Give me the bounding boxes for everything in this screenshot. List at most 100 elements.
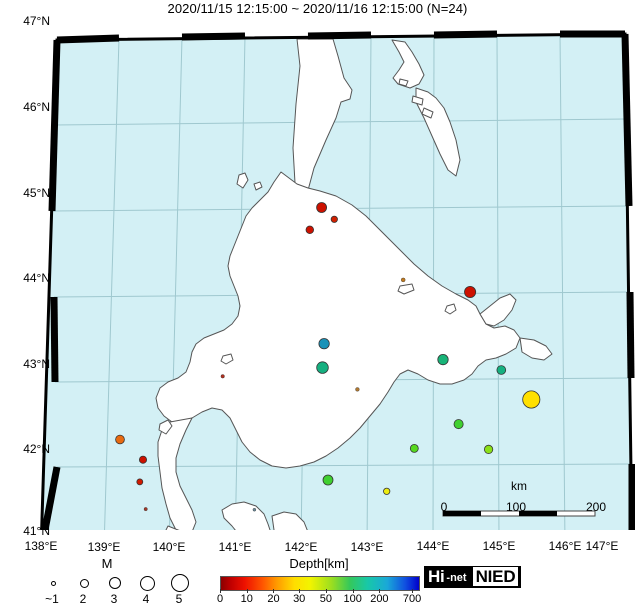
- nied-logo-text: NIED: [471, 566, 520, 587]
- depth-legend: Depth[km] 0 10 20 30 50 100 200 700: [212, 556, 426, 608]
- earthquake-marker: [316, 361, 329, 374]
- earthquake-marker: [409, 443, 419, 453]
- scalebar-tick-100: 100: [505, 500, 527, 514]
- earthquake-marker: [401, 277, 406, 283]
- magnitude-legend-symbols: [22, 572, 192, 592]
- depth-colorbar: [220, 576, 420, 591]
- magnitude-legend-label: 3: [110, 592, 118, 606]
- depth-legend-title: Depth[km]: [289, 556, 349, 571]
- lat-label-45: 45°N: [23, 186, 50, 200]
- landmasses: [155, 38, 553, 530]
- magnitude-legend-title: M: [101, 556, 113, 571]
- depth-tick-label: 50: [319, 593, 333, 605]
- depth-tick-label: 0: [216, 593, 224, 605]
- earthquake-marker: [383, 487, 391, 495]
- earthquake-marker: [115, 434, 125, 445]
- hinet-logo-net: -net: [446, 566, 470, 588]
- magnitude-symbol: [50, 580, 56, 586]
- lon-label-138: 138°E: [24, 539, 58, 553]
- lat-label-42: 42°N: [23, 442, 50, 456]
- earthquake-marker: [143, 507, 148, 511]
- lon-label-141: 141°E: [218, 540, 252, 554]
- depth-tick-mark: [246, 589, 248, 593]
- nied-logo-box: NIED: [469, 566, 522, 588]
- sakhalin-coast: [292, 38, 353, 215]
- depth-tick-label: 30: [293, 593, 306, 605]
- lat-label-43: 43°N: [23, 357, 50, 371]
- lon-label-143: 143°E: [350, 540, 384, 554]
- lon-label-140: 140°E: [152, 540, 186, 554]
- earthquake-marker: [138, 455, 147, 464]
- oshima-peninsula: [157, 417, 197, 530]
- honshu-tsugaru: [271, 511, 309, 530]
- depth-tick-label: 20: [267, 593, 280, 605]
- magnitude-legend-label: ~1: [45, 592, 59, 606]
- kuril-islet-b: [411, 95, 424, 106]
- earthquake-marker: [330, 215, 338, 223]
- depth-tick-label: 10: [240, 593, 253, 605]
- scalebar-unit-label: km: [511, 479, 527, 493]
- lat-label-47: 47°N: [23, 14, 50, 28]
- hinet-nied-logo: Hi -net NIED: [424, 566, 522, 588]
- depth-tick-mark: [273, 589, 275, 593]
- map-canvas: [40, 30, 635, 530]
- earthquake-marker: [136, 478, 144, 486]
- depth-tick-mark: [379, 589, 381, 593]
- lon-label-144: 144°E: [416, 539, 450, 553]
- magnitude-symbol: [109, 577, 121, 589]
- lat-label-44: 44°N: [23, 271, 50, 285]
- hokkaido-coast: [155, 171, 521, 469]
- kuril-north-coast: [391, 39, 425, 89]
- earthquake-marker: [496, 365, 507, 375]
- magnitude-legend: M ~1 2 3 4 5: [22, 556, 192, 608]
- lon-label-147: 147°E: [585, 539, 619, 553]
- magnitude-symbol: [79, 578, 89, 588]
- hinet-logo-hi: Hi: [424, 566, 447, 588]
- depth-tick-mark: [352, 589, 354, 593]
- earthquake-marker: [522, 390, 541, 409]
- magnitude-legend-label: 2: [79, 592, 87, 606]
- depth-tick-label: 700: [402, 593, 422, 605]
- earthquake-marker: [464, 285, 477, 298]
- earthquake-marker: [220, 374, 225, 379]
- earthquake-marker: [252, 508, 257, 512]
- kuril-islet-a: [398, 78, 409, 87]
- earthquake-marker: [318, 338, 330, 350]
- depth-tick-label: 100: [343, 593, 362, 605]
- earthquake-marker: [483, 444, 494, 454]
- earthquake-marker: [355, 387, 360, 392]
- earthquake-marker: [305, 225, 314, 234]
- lon-label-142: 142°E: [284, 540, 318, 554]
- shiretoko-peninsula: [479, 293, 517, 327]
- scale-bar: [442, 510, 596, 517]
- scalebar-tick-0: 0: [440, 500, 448, 514]
- earthquake-marker: [437, 353, 449, 366]
- nemuro-peninsula: [519, 337, 553, 361]
- honshu-shimokita: [221, 501, 273, 530]
- lat-label-46: 46°N: [23, 100, 50, 114]
- lake-toya: [220, 353, 234, 365]
- lon-label-139: 139°E: [87, 540, 121, 554]
- earthquake-marker: [316, 202, 328, 213]
- lon-label-145: 145°E: [482, 539, 516, 553]
- lake-saroma: [397, 283, 415, 295]
- okushiri-island: [158, 419, 173, 435]
- islet-okhotsk: [253, 181, 263, 191]
- island-rebun: [236, 172, 249, 189]
- depth-tick-label: 200: [370, 593, 389, 605]
- depth-tick-mark: [220, 589, 221, 593]
- depth-tick-mark: [325, 589, 327, 593]
- earthquake-epicenters: [115, 202, 541, 512]
- earthquake-marker: [322, 474, 334, 486]
- earthquake-marker: [453, 419, 464, 430]
- magnitude-legend-label: 4: [142, 592, 150, 606]
- depth-tick-mark: [412, 589, 414, 593]
- magnitude-legend-labels: ~1 2 3 4 5: [22, 592, 192, 608]
- lat-label-41: 41°N: [23, 524, 50, 538]
- magnitude-symbol: [171, 574, 189, 592]
- lon-label-146: 146°E: [548, 539, 582, 553]
- magnitude-legend-label: 5: [175, 592, 183, 606]
- scalebar-tick-200: 200: [585, 500, 607, 514]
- depth-tick-mark: [299, 589, 301, 593]
- lake-kussharo: [444, 303, 457, 315]
